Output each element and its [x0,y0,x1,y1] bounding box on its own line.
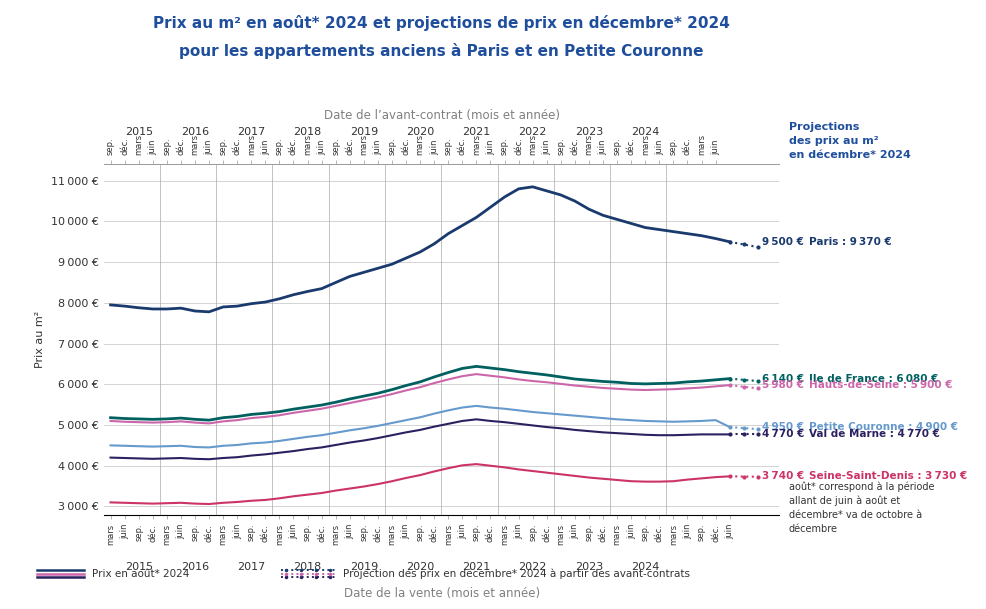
Text: 2018: 2018 [294,127,321,137]
Text: 2015: 2015 [124,562,153,572]
Text: 2023: 2023 [575,127,603,137]
Text: 2017: 2017 [238,127,265,137]
FancyBboxPatch shape [885,40,904,56]
Text: Prix au m² en août* 2024 et projections de prix en décembre* 2024: Prix au m² en août* 2024 et projections … [153,15,731,31]
Text: 2020: 2020 [406,562,434,572]
Text: 2020: 2020 [406,127,434,137]
FancyBboxPatch shape [885,18,904,34]
FancyBboxPatch shape [911,62,930,78]
Y-axis label: Prix au m²: Prix au m² [35,311,45,368]
Text: 2024: 2024 [631,562,660,572]
Text: 9 500 €: 9 500 € [762,237,804,247]
Text: Val de Marne : 4 770 €: Val de Marne : 4 770 € [810,429,940,439]
Text: Petite Couronne : 4 900 €: Petite Couronne : 4 900 € [810,422,958,432]
Text: Seine-Saint-Denis : 3 730 €: Seine-Saint-Denis : 3 730 € [810,471,967,481]
Text: 4 950 €: 4 950 € [762,422,804,432]
Text: 2015: 2015 [124,127,153,137]
FancyBboxPatch shape [937,18,954,34]
Text: Projections
des prix au m²
en décembre* 2024: Projections des prix au m² en décembre* … [789,122,911,160]
Text: pour les appartements anciens à Paris et en Petite Couronne: pour les appartements anciens à Paris et… [179,43,704,58]
Text: 5 980 €: 5 980 € [762,380,804,390]
Text: 3 740 €: 3 740 € [762,471,804,481]
Text: 4 770 €: 4 770 € [762,429,805,439]
Text: 2018: 2018 [294,562,321,572]
Text: Prix en août* 2024: Prix en août* 2024 [92,569,189,579]
Text: Hauts-de-Seine : 5 900 €: Hauts-de-Seine : 5 900 € [810,380,952,390]
Text: Projection des prix en décembre* 2024 à partir des avant-contrats: Projection des prix en décembre* 2024 à … [343,568,690,579]
FancyBboxPatch shape [937,40,954,56]
Text: Date de l’avant-contrat (mois et année): Date de l’avant-contrat (mois et année) [323,109,560,122]
Text: 2016: 2016 [180,562,209,572]
Text: Paris : 9 370 €: Paris : 9 370 € [810,237,892,247]
FancyBboxPatch shape [885,62,904,78]
Text: 6 140 €: 6 140 € [762,373,804,384]
FancyBboxPatch shape [937,62,954,78]
Text: Date de la vente (mois et année): Date de la vente (mois et année) [344,587,539,600]
Text: 2016: 2016 [180,127,209,137]
Text: 2019: 2019 [350,562,378,572]
FancyBboxPatch shape [911,40,930,56]
Text: 2017: 2017 [238,562,265,572]
Text: 2024: 2024 [631,127,660,137]
Text: 2019: 2019 [350,127,378,137]
Text: Ile de France : 6 080 €: Ile de France : 6 080 € [810,373,939,384]
Text: août* correspond à la période
allant de juin à août et
décembre* va de octobre à: août* correspond à la période allant de … [789,481,935,534]
Text: 2021: 2021 [462,562,491,572]
Text: 2022: 2022 [519,562,547,572]
Text: 2022: 2022 [519,127,547,137]
Text: 2023: 2023 [575,562,603,572]
Text: 2021: 2021 [462,127,491,137]
